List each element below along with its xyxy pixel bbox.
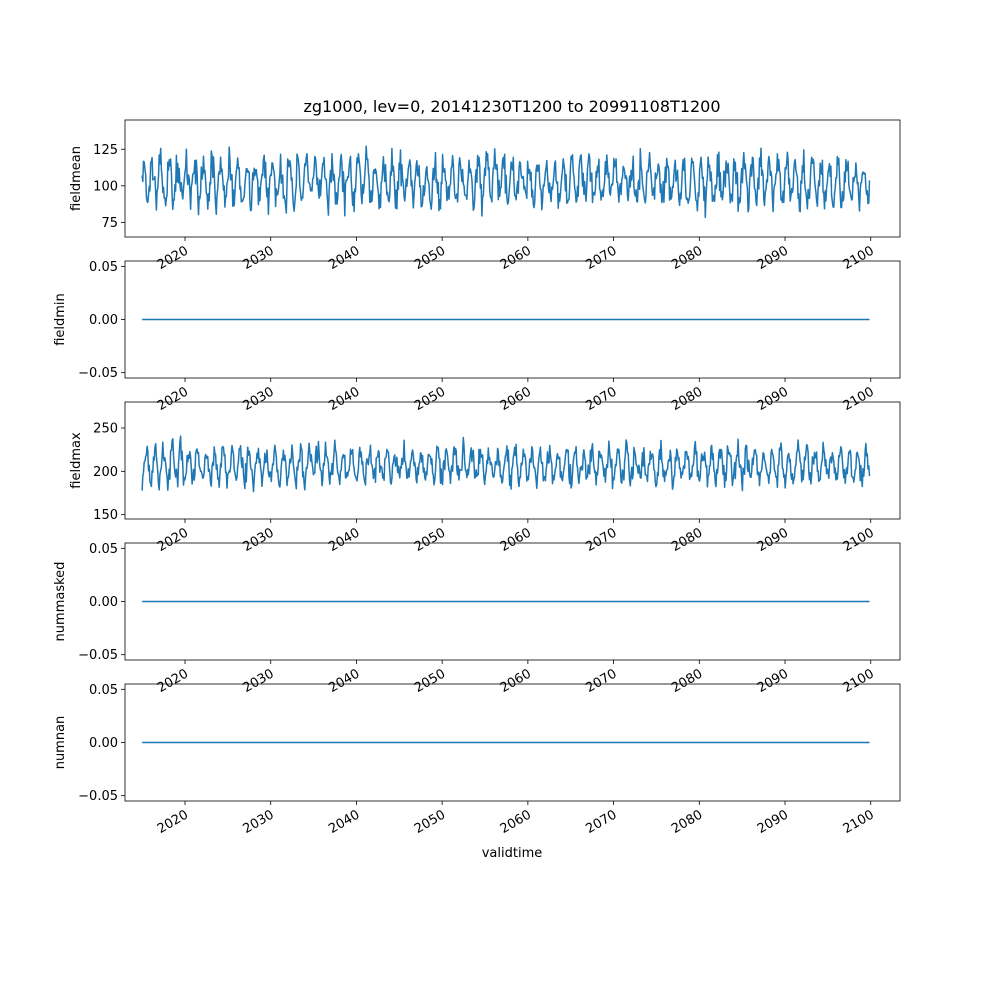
y-tick-label: 250 (93, 422, 118, 437)
y-tick-label: 100 (93, 179, 118, 194)
y-tick-label: −0.05 (78, 648, 118, 663)
y-axis-label: fieldmax (69, 432, 84, 489)
y-tick-label: 0.00 (89, 595, 118, 610)
y-tick-label: 0.00 (89, 736, 118, 751)
series-line-fieldmean (141, 145, 871, 219)
y-tick-label: 0.05 (89, 260, 118, 275)
y-axis-label: fieldmin (53, 293, 68, 346)
y-axis-label: numnan (53, 716, 68, 770)
y-axis-label: fieldmean (69, 146, 84, 211)
y-tick-label: −0.05 (78, 789, 118, 804)
y-tick-label: 0.00 (89, 313, 118, 328)
y-axis-label: nummasked (53, 562, 68, 642)
y-tick-label: −0.05 (78, 366, 118, 381)
y-tick-label: 150 (93, 508, 118, 523)
y-tick-label: 200 (93, 465, 118, 480)
series-line-fieldmax (141, 435, 871, 493)
axes-frame (124, 401, 901, 520)
axes-frame (124, 119, 901, 238)
y-tick-label: 125 (93, 143, 118, 158)
x-axis-label: validtime (482, 846, 543, 861)
chart-title: zg1000, lev=0, 20141230T1200 to 20991108… (303, 97, 720, 116)
y-tick-label: 75 (101, 216, 118, 231)
y-tick-label: 0.05 (89, 542, 118, 557)
y-tick-label: 0.05 (89, 683, 118, 698)
